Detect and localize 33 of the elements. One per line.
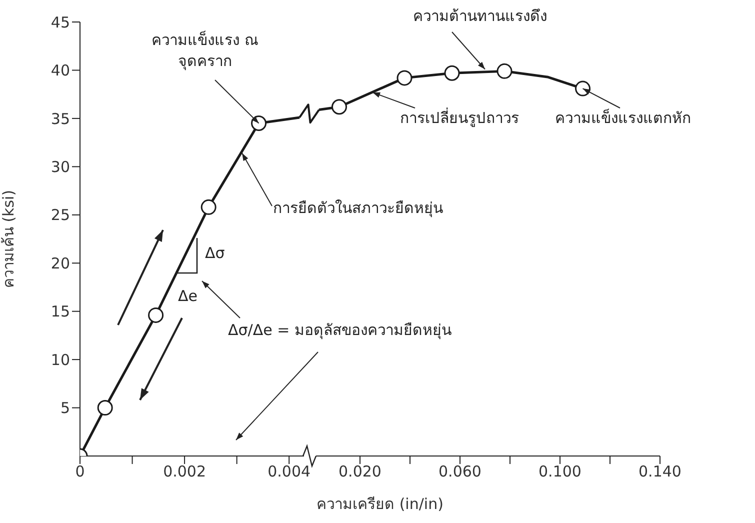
x-tick-label: 0.140 — [638, 462, 682, 481]
y-tick-label: 15 — [50, 302, 70, 321]
y-tick-label: 5 — [60, 399, 70, 418]
point — [332, 99, 347, 115]
y-tick-label: 10 — [50, 350, 70, 369]
annotation: การเปลี่ยนรูปถาวร — [400, 108, 519, 129]
y-tick-label: 40 — [50, 62, 70, 80]
point — [444, 65, 460, 81]
x-tick-label: 0.100 — [538, 462, 582, 481]
annotation: ความแข็งแรงแตกหัก — [555, 108, 691, 129]
point — [396, 70, 412, 86]
point — [200, 199, 216, 215]
point — [97, 400, 113, 416]
y-tick-label: 45 — [50, 13, 70, 32]
y-tick-label: 30 — [50, 158, 70, 176]
annotation: ความต้านทานแรงดึง — [412, 6, 548, 27]
x-tick-label: 0.060 — [438, 462, 482, 481]
y-tick-label: 35 — [50, 110, 70, 128]
x-tick-label: 0 — [75, 462, 85, 481]
annotation: Δe — [178, 286, 198, 307]
x-tick-label: 0.004 — [268, 462, 311, 481]
y-axis-title: ความเค้น (ksi) — [0, 190, 18, 288]
annotation: Δσ/Δe = มอดุลัสของความยืดหยุ่น — [228, 320, 452, 341]
annotation: การยืดตัวในสภาวะยืดหยุ่น — [273, 198, 443, 219]
point — [148, 307, 164, 323]
annotation: ความแข็งแรง ณ จุดคราก — [150, 30, 260, 72]
annotation: Δσ — [205, 243, 225, 264]
x-tick-label: 0.020 — [338, 462, 382, 481]
x-axis-title: ความเครียด (in/in) — [316, 494, 444, 515]
x-tick-label: 0.002 — [163, 462, 206, 481]
y-tick-label: 20 — [50, 254, 70, 272]
point — [496, 63, 512, 79]
y-tick-label: 25 — [50, 206, 70, 224]
